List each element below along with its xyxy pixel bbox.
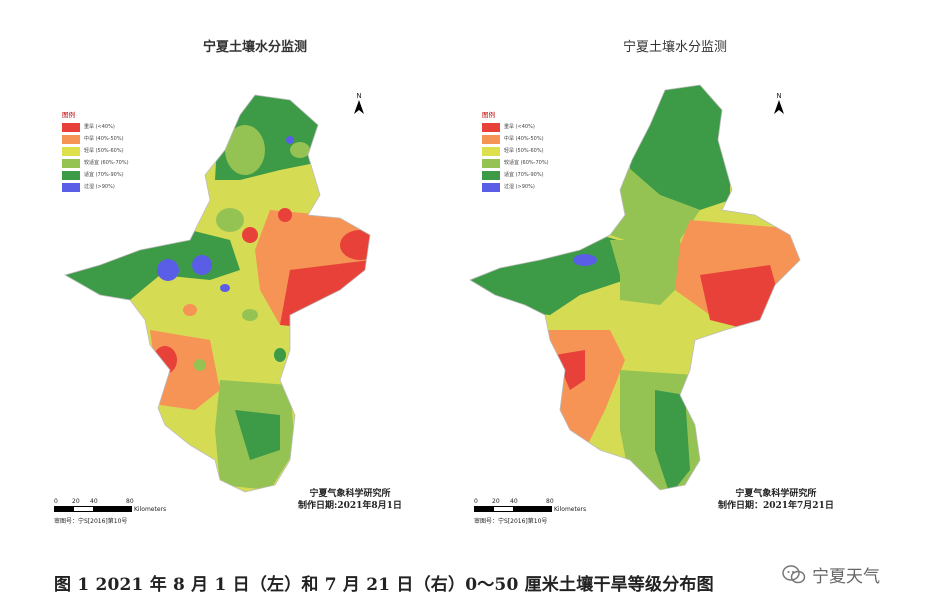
legend-label: 过湿 (>90%) bbox=[84, 184, 115, 190]
right-institute: 宁夏气象科学研究所 制作日期：2021年7月21日 bbox=[718, 488, 834, 512]
legend-row-severe: 重旱 (<40%) bbox=[62, 122, 129, 134]
left-map-title: 宁夏土壤水分监测 bbox=[202, 40, 307, 55]
legend-row-severe: 重旱 (<40%) bbox=[482, 122, 549, 134]
legend-row-suitable: 适宜 (70%-90%) bbox=[482, 170, 549, 182]
institute-name: 宁夏气象科学研究所 bbox=[735, 489, 817, 499]
scale-tick: 0 bbox=[54, 498, 58, 505]
production-date: 制作日期：2021年7月21日 bbox=[718, 501, 834, 511]
scale-tick: 80 bbox=[546, 498, 554, 505]
legend-row-fairly-suitable: 较适宜 (60%-70%) bbox=[482, 158, 549, 170]
wechat-watermark: 宁夏天气 bbox=[782, 562, 880, 587]
scale-tick: 20 bbox=[72, 498, 80, 505]
scale-unit: Kilometers bbox=[554, 506, 587, 513]
legend-label: 中旱 (40%-50%) bbox=[504, 136, 544, 142]
scale-tick: 80 bbox=[126, 498, 134, 505]
scale-tick: 40 bbox=[90, 498, 98, 505]
legend-swatch bbox=[482, 171, 500, 180]
production-date: 制作日期:2021年8月1日 bbox=[298, 501, 402, 511]
legend-swatch bbox=[482, 135, 500, 144]
approval-number: 审图号：宁S[2016]第10号 bbox=[474, 518, 548, 525]
legend-label: 轻旱 (50%-60%) bbox=[84, 148, 124, 154]
left-legend: 图例 重旱 (<40%) 中旱 (40%-50%) 轻旱 (50%-60%) 较… bbox=[62, 112, 129, 194]
watermark-text: 宁夏天气 bbox=[812, 567, 880, 587]
legend-swatch bbox=[62, 159, 80, 168]
legend-row-too-wet: 过湿 (>90%) bbox=[482, 182, 549, 194]
scale-bar-graphic bbox=[474, 506, 552, 512]
legend-label: 适宜 (70%-90%) bbox=[84, 172, 124, 178]
left-map-panel: 宁夏土壤水分监测 bbox=[40, 30, 470, 530]
scale-tick: 40 bbox=[510, 498, 518, 505]
left-institute: 宁夏气象科学研究所 制作日期:2021年8月1日 bbox=[298, 488, 402, 512]
legend-label: 较适宜 (60%-70%) bbox=[504, 160, 549, 166]
legend-row-light: 轻旱 (50%-60%) bbox=[62, 146, 129, 158]
legend-row-suitable: 适宜 (70%-90%) bbox=[62, 170, 129, 182]
legend-label: 重旱 (<40%) bbox=[504, 124, 535, 130]
legend-swatch bbox=[482, 159, 500, 168]
figure-caption: 图 1 2021 年 8 月 1 日（左）和 7 月 21 日（右）0～50 厘… bbox=[54, 575, 714, 595]
right-map-panel: 宁夏土壤水分监测 图例 重旱 (<40%) 中旱 (40%-50%) 轻旱 (5… bbox=[460, 30, 890, 530]
north-arrow-icon: N bbox=[772, 92, 786, 116]
legend-swatch bbox=[62, 123, 80, 132]
legend-swatch bbox=[62, 135, 80, 144]
legend-swatch bbox=[62, 171, 80, 180]
legend-swatch bbox=[482, 123, 500, 132]
scale-unit: Kilometers bbox=[134, 506, 167, 513]
approval-number: 审图号：宁S[2016]第10号 bbox=[54, 518, 128, 525]
legend-row-moderate: 中旱 (40%-50%) bbox=[62, 134, 129, 146]
legend-swatch bbox=[62, 147, 80, 156]
right-scale-bar: 0 20 40 80 Kilometers 审图号：宁S[2016]第10号 bbox=[474, 498, 594, 525]
scale-tick: 0 bbox=[474, 498, 478, 505]
right-map-title: 宁夏土壤水分监测 bbox=[622, 40, 727, 55]
legend-label: 重旱 (<40%) bbox=[84, 124, 115, 130]
scale-bar-graphic bbox=[54, 506, 132, 512]
legend-row-light: 轻旱 (50%-60%) bbox=[482, 146, 549, 158]
wechat-icon bbox=[782, 564, 806, 583]
legend-swatch bbox=[482, 147, 500, 156]
scale-tick: 20 bbox=[492, 498, 500, 505]
right-soil-moisture-map bbox=[469, 84, 801, 491]
legend-row-too-wet: 过湿 (>90%) bbox=[62, 182, 129, 194]
legend-title: 图例 bbox=[62, 111, 75, 119]
legend-label: 中旱 (40%-50%) bbox=[84, 136, 124, 142]
north-label: N bbox=[776, 92, 782, 100]
legend-title: 图例 bbox=[482, 111, 495, 119]
legend-row-moderate: 中旱 (40%-50%) bbox=[482, 134, 549, 146]
legend-row-fairly-suitable: 较适宜 (60%-70%) bbox=[62, 158, 129, 170]
left-soil-moisture-map bbox=[63, 94, 371, 493]
north-label: N bbox=[356, 92, 362, 100]
left-scale-bar: 0 20 40 80 Kilometers 审图号：宁S[2016]第10号 bbox=[54, 498, 174, 525]
legend-label: 较适宜 (60%-70%) bbox=[84, 160, 129, 166]
legend-label: 轻旱 (50%-60%) bbox=[504, 148, 544, 154]
legend-swatch bbox=[482, 183, 500, 192]
north-arrow-icon: N bbox=[352, 92, 366, 116]
legend-label: 适宜 (70%-90%) bbox=[504, 172, 544, 178]
right-legend: 图例 重旱 (<40%) 中旱 (40%-50%) 轻旱 (50%-60%) 较… bbox=[482, 112, 549, 194]
legend-swatch bbox=[62, 183, 80, 192]
legend-label: 过湿 (>90%) bbox=[504, 184, 535, 190]
institute-name: 宁夏气象科学研究所 bbox=[309, 489, 391, 499]
